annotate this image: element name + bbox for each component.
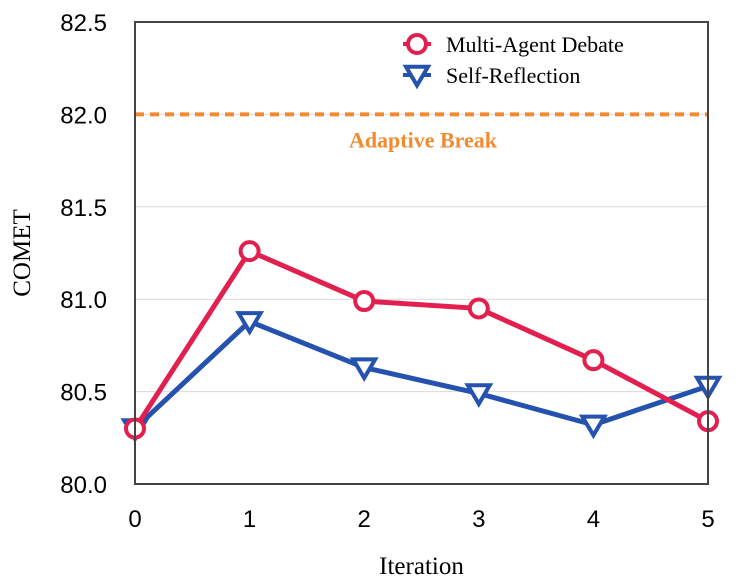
series-multi-agent-debate <box>124 240 719 440</box>
x-axis-title: Iteration <box>379 553 464 580</box>
data-point <box>238 240 261 263</box>
series-group <box>120 240 723 443</box>
data-point <box>235 311 265 336</box>
series-line <box>132 248 710 430</box>
reference-line-group: Adaptive Break <box>135 112 708 152</box>
data-point <box>578 414 608 440</box>
y-axis-title: COMET <box>9 209 36 297</box>
x-tick-label: 3 <box>472 506 485 533</box>
data-point <box>349 357 379 382</box>
x-tick-label: 2 <box>358 506 371 533</box>
series-line <box>133 318 709 431</box>
series-self-reflection <box>120 311 723 443</box>
y-tick-label: 82.5 <box>60 10 107 37</box>
y-tick-label: 80.0 <box>60 472 107 499</box>
adaptive-break-label: Adaptive Break <box>349 127 498 152</box>
data-point <box>467 297 490 320</box>
legend-label: Self-Reflection <box>446 63 580 88</box>
y-tick-label: 80.5 <box>60 380 107 407</box>
legend-label: Multi-Agent Debate <box>446 32 624 57</box>
legend-entry: Multi-Agent Debate <box>403 32 624 57</box>
data-point <box>353 290 376 313</box>
y-tick-labels: 80.0 80.5 81.0 81.5 82.0 82.5 <box>60 10 107 499</box>
x-tick-label: 5 <box>701 506 714 533</box>
x-tick-labels: 0 1 2 3 4 5 <box>128 506 714 533</box>
y-tick-label: 81.5 <box>60 195 107 222</box>
plot-area-frame <box>134 21 709 485</box>
legend-marker <box>406 33 428 55</box>
legend-entry: Self-Reflection <box>402 63 580 90</box>
data-point <box>464 383 494 408</box>
data-point <box>582 349 605 372</box>
x-tick-label: 1 <box>243 506 256 533</box>
y-tick-label: 82.0 <box>60 102 107 129</box>
x-tick-label: 0 <box>128 506 141 533</box>
legend-marker <box>402 64 432 90</box>
legend: Multi-Agent Debate Self-Reflection <box>402 32 624 90</box>
y-tick-label: 81.0 <box>60 287 107 314</box>
x-tick-label: 4 <box>587 506 600 533</box>
